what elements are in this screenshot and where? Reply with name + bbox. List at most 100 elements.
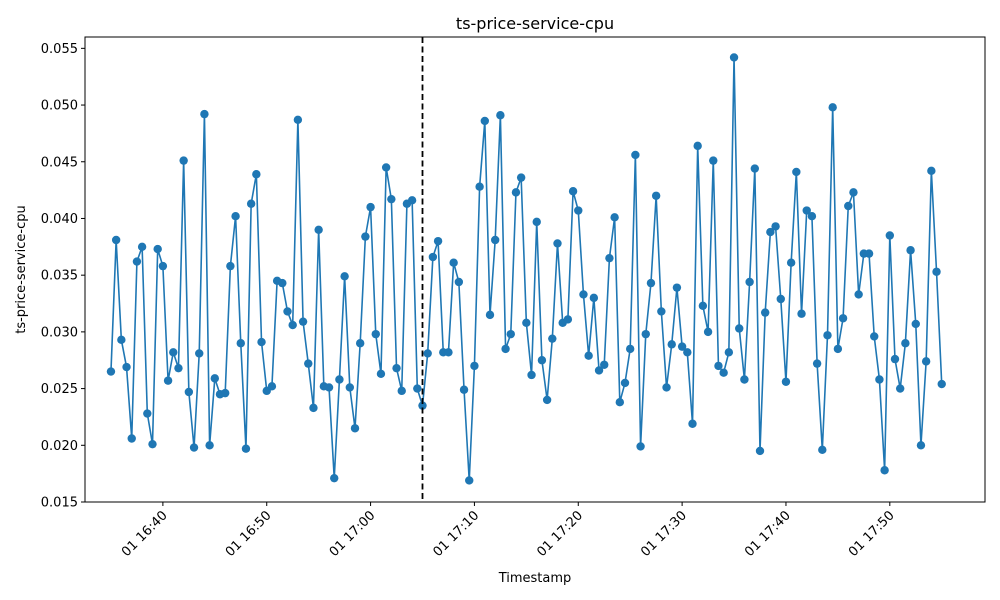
data-point — [854, 290, 863, 299]
y-tick-label: 0.015 — [41, 496, 78, 511]
data-point — [226, 261, 235, 271]
data-point — [293, 115, 303, 124]
data-point — [755, 446, 765, 456]
data-point — [766, 227, 775, 237]
data-point — [740, 375, 749, 384]
data-point — [864, 249, 874, 258]
data-point — [885, 231, 895, 240]
data-point — [137, 242, 147, 252]
data-point — [870, 332, 879, 341]
data-point — [600, 360, 609, 369]
data-point — [542, 395, 552, 405]
data-point — [610, 213, 619, 222]
data-point — [937, 379, 946, 389]
data-point — [880, 466, 889, 475]
data-point — [189, 443, 199, 452]
data-point — [714, 361, 723, 371]
data-point — [210, 374, 220, 383]
data-point — [179, 156, 188, 165]
data-point — [812, 359, 822, 368]
data-point — [444, 348, 453, 357]
data-point — [205, 441, 214, 450]
data-point — [324, 383, 334, 392]
data-point — [340, 272, 349, 281]
data-point — [729, 53, 739, 62]
data-point — [200, 109, 209, 119]
data-point — [818, 445, 827, 455]
data-point — [459, 385, 469, 394]
data-point — [127, 434, 136, 443]
y-tick-label: 0.030 — [41, 325, 78, 340]
data-point — [485, 310, 495, 320]
data-point — [527, 370, 536, 380]
data-point — [781, 377, 791, 386]
data-point — [407, 196, 417, 205]
data-point — [278, 278, 287, 288]
data-point — [506, 329, 515, 339]
data-point — [921, 357, 931, 366]
plot-area — [106, 37, 946, 502]
data-point — [895, 384, 905, 393]
data-point — [703, 327, 713, 337]
data-point — [148, 439, 157, 449]
axes-frame — [84, 36, 986, 503]
data-point — [231, 212, 240, 221]
data-point — [184, 387, 194, 397]
data-point — [371, 329, 380, 339]
data-point — [651, 191, 661, 200]
data-point — [719, 368, 728, 377]
data-point — [355, 339, 365, 348]
data-point — [335, 375, 344, 384]
data-point — [283, 307, 292, 316]
data-point — [496, 111, 505, 120]
data-point — [823, 331, 832, 340]
data-point — [122, 362, 131, 372]
x-axis-label: Timestamp — [498, 571, 572, 586]
data-point — [579, 290, 588, 299]
data-point — [574, 206, 583, 215]
data-point — [625, 344, 635, 354]
data-point — [605, 253, 614, 263]
data-point — [111, 235, 121, 245]
data-point — [433, 236, 443, 246]
data-point — [195, 349, 204, 358]
data-point — [750, 164, 760, 173]
data-point — [792, 167, 801, 177]
data-point — [844, 201, 853, 211]
data-point — [470, 361, 479, 371]
data-point — [532, 217, 541, 227]
y-axis: 0.015 0.020 0.025 0.030 0.035 0.040 0.045 0.050… — [41, 42, 85, 511]
y-tick-label: 0.055 — [41, 42, 78, 57]
data-point — [537, 356, 547, 365]
data-point — [683, 348, 692, 357]
data-point — [516, 173, 526, 182]
y-tick-label: 0.050 — [41, 99, 78, 114]
data-point — [657, 307, 666, 316]
data-point — [158, 261, 168, 271]
data-point — [631, 150, 640, 160]
data-point — [563, 315, 573, 324]
data-point — [584, 351, 593, 360]
data-point — [241, 444, 251, 453]
y-tick-label: 0.020 — [41, 439, 78, 454]
data-point — [901, 339, 910, 348]
data-point — [553, 239, 562, 248]
data-point — [501, 344, 510, 354]
data-point — [693, 141, 702, 151]
data-point — [828, 103, 837, 112]
data-point — [267, 382, 277, 391]
data-point — [724, 348, 734, 357]
data-point — [646, 278, 656, 288]
data-point — [745, 277, 754, 287]
data-point — [418, 401, 427, 410]
data-point — [330, 473, 339, 483]
data-point — [833, 344, 843, 354]
data-point — [392, 363, 401, 373]
data-point — [511, 188, 521, 197]
data-point — [423, 349, 432, 358]
data-point — [636, 442, 645, 451]
data-point — [387, 194, 396, 204]
data-point — [677, 342, 687, 351]
